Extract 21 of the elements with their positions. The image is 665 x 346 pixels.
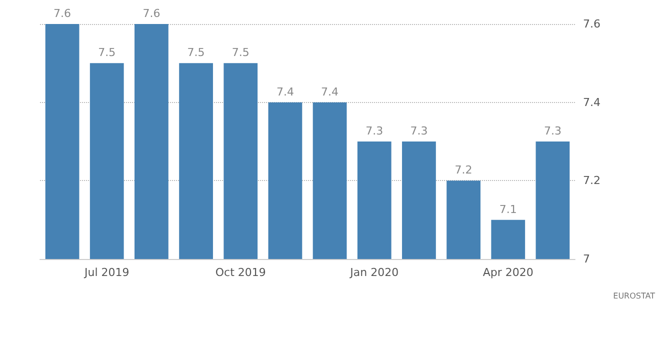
data-label: 7.3 [366,124,384,138]
data-label: 7.5 [232,46,250,60]
text: EUROSTAT [613,292,656,300]
data-label: 7.6 [54,7,72,20]
x-tick-label: Oct 2019 [215,266,266,279]
data-label: 7.2 [454,164,472,177]
data-label: 7.1 [499,202,517,216]
x-tick-label: Jul 2019 [83,266,130,279]
data-label: 7.3 [410,124,428,138]
data-label: 7.6 [142,7,160,20]
data-label: 7.5 [98,46,116,60]
data-label: 7.4 [321,85,339,98]
y-tick-label: 7.2 [583,174,600,188]
data-label: 7.4 [276,85,294,98]
x-tick-label: Apr 2020 [482,266,534,279]
data-label: 7.5 [187,46,205,60]
x-tick-label: Jan 2020 [349,266,399,279]
data-label: 7.3 [544,124,562,138]
y-tick-label: 7.4 [583,96,600,109]
y-tick-label: 7 [583,252,590,266]
y-tick-label: 7.6 [583,18,600,30]
